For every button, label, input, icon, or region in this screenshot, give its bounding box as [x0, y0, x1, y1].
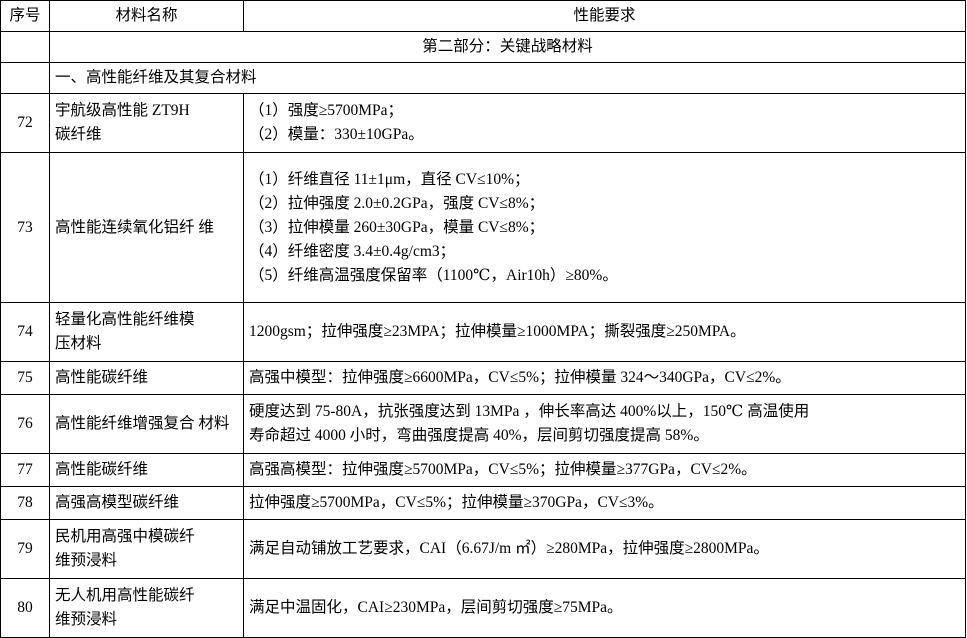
requirement-line: （5）纤维高温强度保留率（1100℃，Air10h）≥80%。: [249, 266, 618, 284]
column-header-seq: 序号: [0, 0, 50, 33]
row-material-name: 高性能纤维增强复合 材料: [49, 394, 244, 455]
name-line: 高性能碳纤维: [55, 461, 149, 479]
name-line: 高性能纤维增强复合: [55, 415, 195, 433]
requirement-line: （2）拉伸强度 2.0±0.2GPa，强度 CV≤8%；: [249, 194, 545, 212]
row-seq: 76: [0, 394, 50, 455]
row-material-name: 高性能碳纤维: [49, 361, 244, 396]
requirement-line: （3）拉伸模量 260±30GPa，模量 CV≤8%；: [249, 218, 545, 236]
table-row: 72 宇航级高性能 ZT9H 碳纤维 （1）强度≥5700MPa； （2）模量：…: [0, 93, 966, 154]
name-line: 维预浸料: [55, 611, 118, 629]
row-seq: 77: [0, 453, 50, 488]
table-row: 73 高性能连续氧化铝纤 维 （1）纤维直径 11±1μm，直径 CV≤10%；…: [0, 152, 966, 304]
row-requirement: 高强高模型：拉伸强度≥5700MPa，CV≤5%；拉伸模量≥377GPa，CV≤…: [243, 453, 966, 488]
requirement-line: （1）纤维直径 11±1μm，直径 CV≤10%；: [249, 170, 530, 188]
row-requirement: （1）纤维直径 11±1μm，直径 CV≤10%； （2）拉伸强度 2.0±0.…: [243, 152, 966, 304]
row-material-name: 宇航级高性能 ZT9H 碳纤维: [49, 93, 244, 154]
table-row: 74 轻量化高性能纤维模 压材料 1200gsm；拉伸强度≥23MPA；拉伸模量…: [0, 302, 966, 363]
row-requirement: 拉伸强度≥5700MPa，CV≤5%；拉伸模量≥370GPa，CV≤3%。: [243, 486, 966, 521]
part-title-row: 第二部分：关键战略材料: [0, 31, 966, 64]
requirement-line: （2）模量：330±10GPa。: [249, 126, 424, 144]
name-line: 宇航级高性能 ZT9H: [55, 102, 190, 120]
part-title-seq-blank: [0, 31, 50, 64]
requirement-line: （1）强度≥5700MPa；: [249, 102, 404, 120]
name-line: 材料: [198, 415, 230, 433]
name-line: 维: [198, 218, 214, 236]
table-row: 80 无人机用高性能碳纤 维预浸料 满足中温固化，CAI≥230MPa，层间剪切…: [0, 578, 966, 638]
requirement-line: 高强中模型：拉伸强度≥6600MPa，CV≤5%；拉伸模量 324～340GPa…: [249, 369, 791, 387]
table-row: 78 高强高模型碳纤维 拉伸强度≥5700MPa，CV≤5%；拉伸模量≥370G…: [0, 486, 966, 521]
row-requirement: 高强中模型：拉伸强度≥6600MPa，CV≤5%；拉伸模量 324～340GPa…: [243, 361, 966, 396]
name-line: 碳纤维: [55, 126, 102, 144]
row-requirement: 满足自动铺放工艺要求，CAI（6.67J/m ㎡）≥280MPa，拉伸强度≥28…: [243, 519, 966, 580]
table-row: 77 高性能碳纤维 高强高模型：拉伸强度≥5700MPa，CV≤5%；拉伸模量≥…: [0, 453, 966, 488]
row-requirement: 硬度达到 75-80A，抗张强度达到 13MPa ，伸长率高达 400%以上，1…: [243, 394, 966, 455]
category-title-seq-blank: [0, 62, 50, 95]
row-seq: 75: [0, 361, 50, 396]
column-header-material-name: 材料名称: [49, 0, 244, 33]
requirement-line: 高强高模型：拉伸强度≥5700MPa，CV≤5%；拉伸模量≥377GPa，CV≤…: [249, 461, 757, 479]
name-line: 压材料: [55, 335, 102, 353]
table-row: 79 民机用高强中模碳纤 维预浸料 满足自动铺放工艺要求，CAI（6.67J/m…: [0, 519, 966, 580]
row-seq: 79: [0, 519, 50, 580]
name-line: 高性能连续氧化铝纤: [55, 218, 195, 236]
row-material-name: 高强高模型碳纤维: [49, 486, 244, 521]
part-title-text: 第二部分：关键战略材料: [49, 31, 966, 64]
requirement-line: 寿命超过 4000 小时，弯曲强度提高 40%，层间剪切强度提高 58%。: [249, 427, 709, 445]
row-material-name: 轻量化高性能纤维模 压材料: [49, 302, 244, 363]
column-header-performance-requirement: 性能要求: [243, 0, 966, 33]
requirement-line: 拉伸强度≥5700MPa，CV≤5%；拉伸模量≥370GPa，CV≤3%。: [249, 494, 664, 512]
row-seq: 72: [0, 93, 50, 154]
row-material-name: 民机用高强中模碳纤 维预浸料: [49, 519, 244, 580]
requirement-line: 满足自动铺放工艺要求，CAI（6.67J/m ㎡）≥280MPa，拉伸强度≥28…: [249, 540, 769, 558]
name-line: 高强高模型碳纤维: [55, 494, 180, 512]
table-row: 75 高性能碳纤维 高强中模型：拉伸强度≥6600MPa，CV≤5%；拉伸模量 …: [0, 361, 966, 396]
name-line: 维预浸料: [55, 552, 118, 570]
requirement-line: 硬度达到 75-80A，抗张强度达到 13MPa ，伸长率高达 400%以上，1…: [249, 403, 810, 421]
row-requirement: 1200gsm；拉伸强度≥23MPA；拉伸模量≥1000MPA；撕裂强度≥250…: [243, 302, 966, 363]
name-line: 民机用高强中模碳纤: [55, 528, 195, 546]
category-title-text: 一、高性能纤维及其复合材料: [49, 62, 966, 95]
row-material-name: 无人机用高性能碳纤 维预浸料: [49, 578, 244, 638]
row-material-name: 高性能碳纤维: [49, 453, 244, 488]
row-seq: 80: [0, 578, 50, 638]
table-header-row: 序号 材料名称 性能要求: [0, 0, 966, 33]
requirement-line: 满足中温固化，CAI≥230MPa，层间剪切强度≥75MPa。: [249, 599, 623, 617]
requirement-line: （4）纤维密度 3.4±0.4g/cm3；: [249, 242, 456, 260]
row-requirement: 满足中温固化，CAI≥230MPa，层间剪切强度≥75MPa。: [243, 578, 966, 638]
name-line: 高性能碳纤维: [55, 369, 149, 387]
row-seq: 74: [0, 302, 50, 363]
table-row: 76 高性能纤维增强复合 材料 硬度达到 75-80A，抗张强度达到 13MPa…: [0, 394, 966, 455]
row-requirement: （1）强度≥5700MPa； （2）模量：330±10GPa。: [243, 93, 966, 154]
row-seq: 78: [0, 486, 50, 521]
name-line: 轻量化高性能纤维模: [55, 311, 195, 329]
name-line: 无人机用高性能碳纤: [55, 587, 195, 605]
requirement-line: 1200gsm；拉伸强度≥23MPA；拉伸模量≥1000MPA；撕裂强度≥250…: [249, 323, 746, 341]
row-material-name: 高性能连续氧化铝纤 维: [49, 152, 244, 304]
row-seq: 73: [0, 152, 50, 304]
category-title-row: 一、高性能纤维及其复合材料: [0, 62, 966, 95]
